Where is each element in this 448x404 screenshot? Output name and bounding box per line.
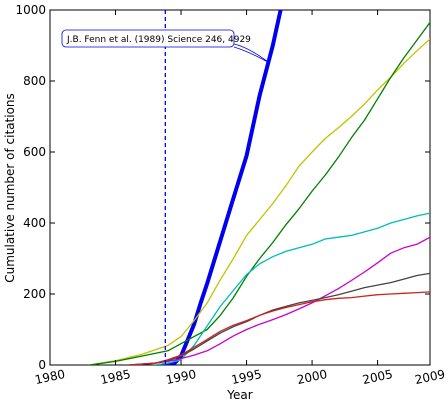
series-layer — [88, 10, 430, 365]
x-tick-label: 1990 — [165, 367, 198, 387]
annotation-arrow — [233, 43, 271, 64]
series-line-4 — [154, 212, 430, 365]
y-tick-label: 1000 — [15, 3, 46, 17]
x-tick-label: 2000 — [296, 367, 329, 387]
y-tick-label: 800 — [23, 74, 46, 88]
annotation-layer: J.B. Fenn et al. (1989) Science 246, 492… — [61, 10, 271, 365]
annotation-text: J.B. Fenn et al. (1989) Science 246, 492… — [66, 35, 251, 45]
x-tick-label: 1985 — [99, 367, 132, 387]
series-line-7 — [127, 291, 430, 365]
plot-frame — [49, 9, 431, 366]
series-line-2 — [88, 38, 430, 365]
y-tick-label: 600 — [23, 145, 46, 159]
y-tick-label: 400 — [23, 216, 46, 230]
annotation-box — [61, 29, 235, 48]
plot-area: J.B. Fenn et al. (1989) Science 246, 492… — [15, 3, 446, 387]
y-tick-label: 0 — [38, 358, 46, 372]
x-tick-label: 1980 — [34, 367, 67, 387]
x-tick-label: 1995 — [230, 367, 263, 387]
x-tick-label: 2009 — [414, 367, 447, 387]
y-axis-title: Cumulative number of citations — [3, 93, 17, 283]
y-tick-label: 200 — [23, 287, 46, 301]
series-line-5 — [127, 236, 430, 365]
x-axis-title: Year — [226, 388, 252, 402]
series-line-3 — [88, 21, 430, 365]
ticks-layer: 1980 1985 1990 1995 2000 2005 2009 0 200 400 600 80… — [15, 3, 446, 387]
series-line-6 — [127, 272, 430, 365]
x-tick-label: 2005 — [361, 367, 394, 387]
